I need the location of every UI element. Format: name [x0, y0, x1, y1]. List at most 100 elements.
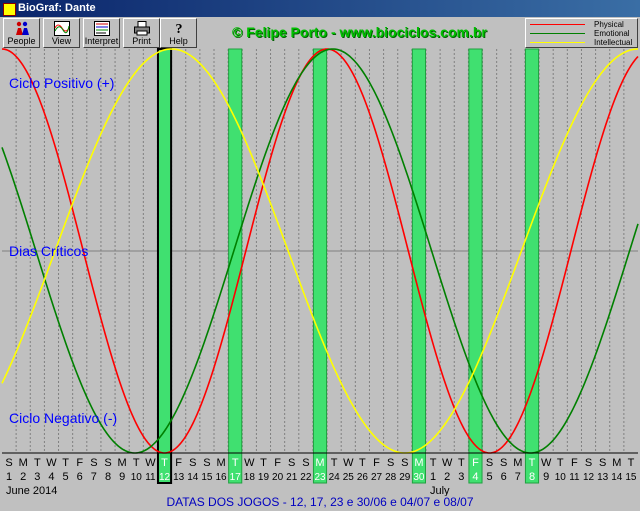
day-tick-label: 8 — [529, 471, 535, 483]
people-button[interactable]: People — [3, 18, 40, 48]
day-tick-label: 14 — [611, 472, 623, 483]
critical-day-band — [312, 48, 328, 484]
legend-physical-swatch — [530, 24, 585, 25]
title-bar: BioGraf: Dante — [0, 0, 640, 17]
help-label: Help — [169, 36, 188, 46]
weekday-tick-label: S — [387, 457, 394, 469]
weekday-tick-label: S — [203, 457, 210, 469]
weekday-tick-label: F — [373, 457, 380, 469]
weekday-tick-label: M — [216, 457, 225, 469]
weekday-tick-label: S — [401, 457, 408, 469]
day-tick-label: 10 — [131, 472, 143, 483]
weekday-tick-label: S — [104, 457, 111, 469]
critical-day-band — [468, 48, 483, 484]
legend-intellectual: Intellectual — [530, 38, 634, 47]
weekday-tick-label: F — [274, 457, 281, 469]
people-icon — [16, 21, 29, 35]
positive-cycle-label: Ciclo Positivo (+) — [9, 75, 114, 91]
game-dates-status: DATAS DOS JOGOS - 12, 17, 23 e 30/06 e 0… — [166, 495, 474, 509]
weekday-tick-label: W — [541, 457, 552, 469]
weekday-tick-label: S — [90, 457, 97, 469]
weekday-tick-label: S — [288, 457, 295, 469]
legend-emotional: Emotional — [530, 29, 634, 38]
people-label: People — [7, 36, 36, 46]
day-tick-label: 11 — [145, 472, 156, 483]
day-tick-label: 26 — [357, 472, 369, 483]
day-tick-label: 14 — [187, 472, 199, 483]
credit-text: © Felipe Porto - www.biociclos.com.br — [232, 24, 487, 40]
day-tick-label: 2 — [20, 471, 26, 483]
weekday-tick-label: M — [315, 457, 324, 469]
day-tick-label: 28 — [385, 472, 397, 483]
day-tick-label: 30 — [413, 472, 425, 483]
weekday-tick-label: T — [133, 457, 140, 469]
legend-physical-label: Physical — [594, 20, 624, 29]
weekday-tick-label: T — [34, 457, 41, 469]
help-button[interactable]: ? Help — [160, 18, 197, 48]
legend-physical: Physical — [530, 20, 634, 29]
weekday-tick-label: S — [189, 457, 196, 469]
print-icon — [134, 21, 150, 36]
weekday-tick-label: W — [145, 457, 156, 469]
day-tick-label: 15 — [625, 472, 637, 483]
day-tick-label: 11 — [569, 472, 580, 483]
day-tick-label: 18 — [244, 472, 256, 483]
day-tick-label: 9 — [119, 471, 125, 483]
day-tick-label: 13 — [597, 472, 609, 483]
weekday-tick-label: W — [442, 457, 453, 469]
weekday-tick-label: T — [458, 457, 465, 469]
day-tick-label: 13 — [173, 472, 185, 483]
print-button[interactable]: Print — [123, 18, 160, 48]
date-axis: S1M2T3W4T5F6S7S8M9T10W11T12F13S14S15M16T… — [2, 452, 638, 496]
day-tick-label: 1 — [430, 471, 436, 483]
legend-emotional-swatch — [530, 33, 585, 34]
day-tick-label: 5 — [487, 471, 493, 483]
weekday-tick-label: S — [500, 457, 507, 469]
day-tick-label: 12 — [159, 472, 171, 483]
day-tick-label: 23 — [314, 472, 326, 483]
day-tick-label: 3 — [458, 471, 464, 483]
weekday-tick-label: F — [472, 457, 479, 469]
day-tick-label: 16 — [216, 472, 228, 483]
weekday-tick-label: S — [5, 457, 12, 469]
series-intellectual-line — [1, 48, 639, 454]
weekday-tick-label: M — [513, 457, 522, 469]
view-label: View — [51, 36, 72, 46]
interpret-label: Interpret — [84, 36, 119, 46]
critical-days-label: Dias Críticos — [9, 243, 88, 259]
weekday-tick-label: M — [414, 457, 423, 469]
weekday-tick-label: S — [486, 457, 493, 469]
svg-text:?: ? — [176, 22, 183, 36]
day-tick-label: 19 — [258, 472, 270, 483]
biorhythm-curves — [1, 48, 639, 454]
series-emotional-line — [1, 48, 639, 454]
weekday-tick-label: W — [244, 457, 255, 469]
day-tick-label: 5 — [63, 471, 69, 483]
help-icon: ? — [176, 22, 183, 36]
day-tick-label: 6 — [77, 471, 83, 483]
day-tick-label: 17 — [230, 472, 242, 483]
weekday-tick-label: T — [260, 457, 267, 469]
interpret-button[interactable]: Interpret — [83, 18, 120, 48]
interpret-icon — [94, 21, 110, 36]
weekday-tick-label: S — [599, 457, 606, 469]
weekday-tick-label: M — [19, 457, 28, 469]
print-label: Print — [132, 36, 151, 46]
day-tick-label: 4 — [48, 471, 54, 483]
weekday-tick-label: M — [118, 457, 127, 469]
weekday-tick-label: M — [612, 457, 621, 469]
weekday-tick-label: T — [359, 457, 366, 469]
weekday-tick-label: T — [628, 457, 635, 469]
legend-emotional-label: Emotional — [594, 29, 630, 38]
weekday-tick-label: T — [557, 457, 564, 469]
critical-day-band — [156, 48, 173, 484]
critical-day-band — [228, 48, 243, 484]
critical-day-band — [524, 48, 540, 484]
day-tick-label: 24 — [329, 472, 341, 483]
day-tick-label: 20 — [272, 472, 284, 483]
view-button[interactable]: View — [43, 18, 80, 48]
weekday-tick-label: T — [430, 457, 437, 469]
day-tick-label: 6 — [501, 471, 507, 483]
day-tick-label: 29 — [399, 472, 411, 483]
legend-intellectual-swatch — [530, 42, 585, 43]
